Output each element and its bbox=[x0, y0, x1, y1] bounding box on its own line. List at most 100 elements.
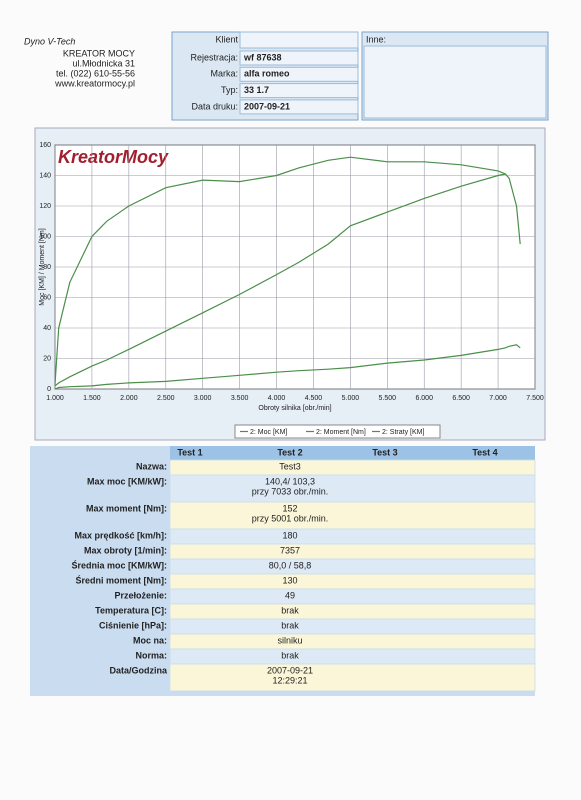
field-box bbox=[239, 50, 359, 66]
legend-label: 2: Moc [KM] bbox=[250, 429, 287, 436]
cell-value: 152 bbox=[282, 503, 297, 513]
cell-value: 80,0 / 58,8 bbox=[269, 560, 312, 570]
field-value: wf 87638 bbox=[243, 52, 282, 62]
field-value: 33 1.7 bbox=[244, 85, 269, 95]
row-label: Max obroty [1/min]: bbox=[84, 545, 167, 555]
row-label: Nazwa: bbox=[136, 461, 167, 471]
field-label: Data druku: bbox=[191, 101, 238, 111]
y-tick-label: 140 bbox=[39, 172, 51, 179]
x-tick-label: 7.500 bbox=[526, 395, 544, 402]
field-label: Typ: bbox=[221, 85, 238, 95]
y-tick-label: 40 bbox=[43, 325, 51, 332]
x-tick-label: 1.500 bbox=[83, 395, 101, 402]
table-row bbox=[169, 663, 536, 692]
column-header: Test 3 bbox=[372, 447, 397, 457]
cell-value: 12:29:21 bbox=[272, 675, 307, 685]
field-label: Marka: bbox=[210, 69, 238, 79]
client-title-field bbox=[239, 31, 359, 49]
table-row bbox=[169, 573, 536, 590]
x-tick-label: 5.000 bbox=[342, 395, 360, 402]
field-label: Rejestracja: bbox=[190, 52, 238, 62]
cell-value: przy 7033 obr./min. bbox=[252, 486, 329, 496]
y-tick-label: 60 bbox=[43, 294, 51, 301]
series-line bbox=[54, 156, 521, 385]
row-label: Ciśnienie [hPa]: bbox=[99, 620, 167, 630]
y-tick-label: 120 bbox=[39, 203, 51, 210]
table-row bbox=[169, 558, 536, 575]
legend-label: 2: Straty [KM] bbox=[382, 429, 424, 436]
website: www.kreatormocy.pl bbox=[54, 78, 135, 88]
street: ul.Młodnicka 31 bbox=[72, 58, 135, 68]
x-tick-label: 4.500 bbox=[305, 395, 323, 402]
logo: KreatorMocy bbox=[58, 147, 169, 167]
y-tick-label: 0 bbox=[47, 386, 51, 393]
series-line bbox=[54, 344, 521, 390]
cell-value: Test3 bbox=[279, 461, 301, 471]
table-row bbox=[169, 648, 536, 665]
series-line bbox=[54, 173, 506, 387]
table-row bbox=[169, 528, 536, 545]
x-axis-label: Obroty silnika [obr./min] bbox=[258, 405, 331, 412]
table-row bbox=[169, 603, 536, 620]
cell-value: silniku bbox=[277, 635, 302, 645]
row-label: Średnia moc [KM/kW]: bbox=[71, 559, 167, 570]
row-label: Temperatura [C]: bbox=[95, 605, 167, 615]
row-label: Max prędkość [km/h]: bbox=[74, 530, 167, 540]
cell-value: 7357 bbox=[280, 545, 300, 555]
field-box bbox=[239, 83, 359, 99]
row-label: Max moment [Nm]: bbox=[86, 503, 167, 513]
x-tick-label: 1.000 bbox=[46, 395, 64, 402]
x-tick-label: 3.000 bbox=[194, 395, 212, 402]
column-header: Test 2 bbox=[277, 447, 302, 457]
x-tick-label: 6.000 bbox=[415, 395, 433, 402]
table-row bbox=[169, 633, 536, 650]
column-header: Test 1 bbox=[177, 447, 202, 457]
cell-value: 180 bbox=[282, 530, 297, 540]
x-tick-label: 6.500 bbox=[452, 395, 470, 402]
x-tick-label: 2.000 bbox=[120, 395, 138, 402]
x-tick-label: 5.500 bbox=[379, 395, 397, 402]
y-axis-label: Moc [KM] / Moment [Nm] bbox=[39, 228, 46, 305]
table-row bbox=[169, 501, 536, 530]
y-tick-label: 160 bbox=[39, 142, 51, 149]
client-title: Klient bbox=[215, 34, 238, 44]
x-tick-label: 4.000 bbox=[268, 395, 286, 402]
table-row bbox=[169, 474, 536, 503]
cell-value: brak bbox=[281, 605, 299, 615]
field-box bbox=[239, 66, 359, 82]
field-value: 2007-09-21 bbox=[244, 101, 290, 111]
column-header: Test 4 bbox=[472, 447, 497, 457]
brand: Dyno V-Tech bbox=[24, 36, 75, 46]
row-label: Data/Godzina bbox=[109, 665, 168, 675]
x-tick-label: 7.000 bbox=[489, 395, 507, 402]
phone: tel. (022) 610-55-56 bbox=[56, 68, 135, 78]
row-label: Norma: bbox=[135, 650, 167, 660]
notes-label: Inne: bbox=[366, 34, 386, 44]
y-tick-label: 100 bbox=[39, 233, 51, 240]
table-row bbox=[169, 459, 536, 476]
cell-value: przy 5001 obr./min. bbox=[252, 513, 329, 523]
cell-value: brak bbox=[281, 620, 299, 630]
field-box bbox=[239, 99, 359, 115]
x-tick-label: 2.500 bbox=[157, 395, 175, 402]
y-tick-label: 20 bbox=[43, 355, 51, 362]
cell-value: 130 bbox=[282, 575, 297, 585]
table-row bbox=[169, 618, 536, 635]
cell-value: brak bbox=[281, 650, 299, 660]
cell-value: 140,4/ 103,3 bbox=[265, 476, 315, 486]
cell-value: 49 bbox=[285, 590, 295, 600]
legend-label: 2: Moment [Nm] bbox=[316, 429, 366, 436]
row-label: Średni moment [Nm]: bbox=[75, 574, 167, 585]
legend bbox=[234, 424, 441, 439]
company-name: KREATOR MOCY bbox=[63, 48, 135, 58]
table-row bbox=[169, 588, 536, 605]
row-label: Max moc [KM/kW]: bbox=[87, 476, 167, 486]
field-value: alfa romeo bbox=[244, 69, 290, 79]
cell-value: 2007-09-21 bbox=[267, 665, 313, 675]
row-label: Moc na: bbox=[133, 635, 167, 645]
table-row bbox=[169, 543, 536, 560]
row-label: Przełożenie: bbox=[114, 590, 167, 600]
notes-field bbox=[363, 45, 547, 119]
